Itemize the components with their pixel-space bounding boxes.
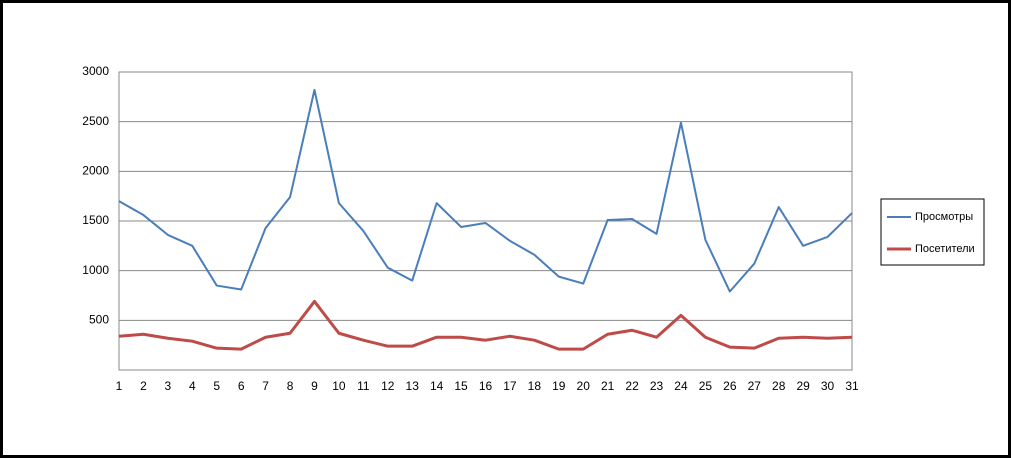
x-tick-label: 23: [650, 379, 664, 393]
x-tick-label: 28: [772, 379, 786, 393]
y-tick-label: 1000: [82, 263, 109, 277]
x-tick-label: 14: [430, 379, 444, 393]
y-tick-label: 2500: [82, 114, 109, 128]
data-line: [118, 88, 853, 293]
x-tick-label: 11: [357, 379, 370, 393]
x-tick-label: 30: [821, 379, 835, 393]
x-tick-label: 20: [577, 379, 591, 393]
legend-box: [880, 198, 985, 266]
x-tick-label: 24: [674, 379, 688, 393]
x-tick-label: 29: [796, 379, 810, 393]
x-tick-label: 3: [165, 379, 172, 393]
x-tick-label: 10: [332, 379, 346, 393]
x-tick-label: 26: [723, 379, 737, 393]
x-tick-label: 5: [213, 379, 220, 393]
x-tick-label: 25: [699, 379, 713, 393]
x-tick-label: 27: [748, 379, 762, 393]
data-line: [118, 299, 853, 351]
y-tick-label: 1500: [82, 213, 109, 227]
legend-label: Просмотры: [915, 211, 973, 223]
x-tick-label: 4: [189, 379, 196, 393]
x-tick-label: 13: [406, 379, 420, 393]
x-tick-label: 7: [262, 379, 269, 393]
y-tick-label: 500: [89, 313, 109, 327]
x-tick-label: 1: [116, 379, 123, 393]
x-tick-label: 2: [140, 379, 147, 393]
x-tick-label: 31: [845, 379, 859, 393]
y-tick-label: 3000: [82, 64, 109, 78]
x-tick-label: 8: [287, 379, 294, 393]
x-tick-label: 21: [601, 379, 615, 393]
x-tick-label: 22: [625, 379, 639, 393]
x-tick-label: 16: [479, 379, 493, 393]
x-tick-label: 17: [503, 379, 517, 393]
x-tick-label: 6: [238, 379, 245, 393]
x-tick-label: 9: [311, 379, 318, 393]
x-tick-label: 12: [381, 379, 395, 393]
legend-label: Посетители: [915, 243, 975, 255]
x-tick-label: 18: [528, 379, 542, 393]
x-tick-label: 15: [454, 379, 468, 393]
x-tick-label: 19: [552, 379, 566, 393]
y-tick-label: 2000: [82, 164, 109, 178]
